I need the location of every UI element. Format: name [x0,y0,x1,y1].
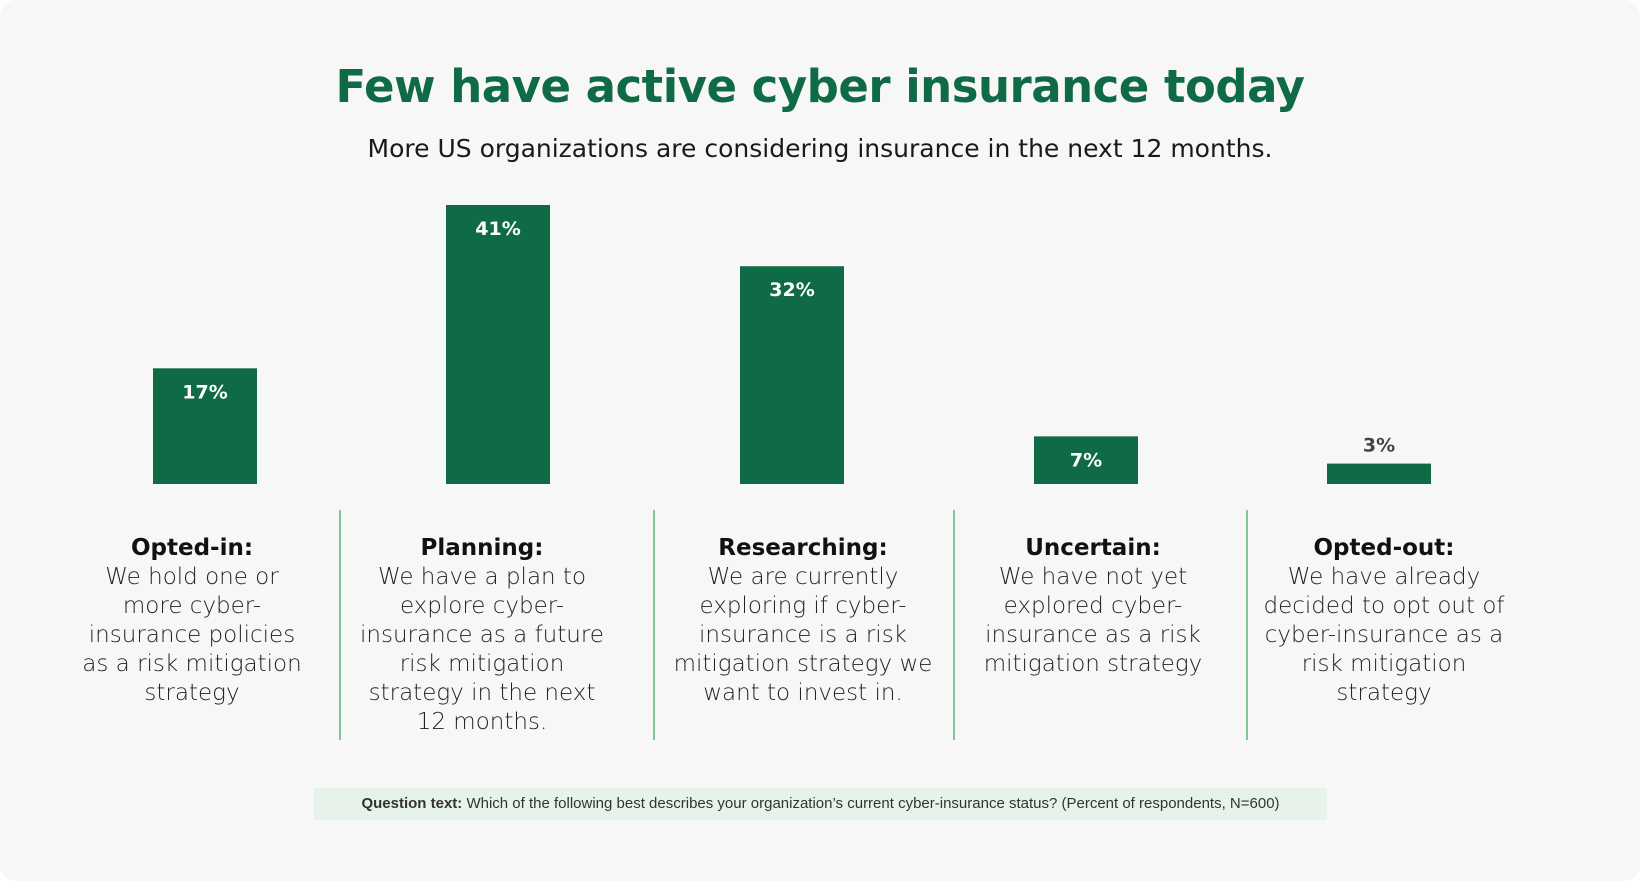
description-line: 12 months. [416,709,548,735]
description-line: insurance policies [88,622,296,648]
description-line: mitigation strategy we [673,651,933,677]
description-line: strategy [1336,680,1432,706]
bar-value-label: 17% [182,381,227,403]
column-researching: Researching: We are currently exploring … [668,533,938,708]
bar-value-label: 7% [1070,449,1102,471]
column-heading: Planning: [420,535,544,561]
description-line: as a risk mitigation [82,651,302,677]
description-line: want to invest in. [703,680,903,706]
chart-subtitle: More US organizations are considering in… [367,134,1273,163]
description-line: decided to opt out of [1263,593,1505,619]
column-planning: Planning: We have a plan to explore cybe… [357,533,607,737]
chart-title: Few have active cyber insurance today [335,60,1305,113]
description-line: exploring if cyber- [699,593,907,619]
description-line: insurance as a future [360,622,604,648]
column-heading: Uncertain: [1025,535,1161,561]
description-line: insurance as a risk [985,622,1201,648]
bar-researching [740,266,844,484]
bar-opted-in [153,368,257,484]
column-description: We are currently exploring if cyber- ins… [668,563,938,708]
column-heading: Opted-out: [1313,535,1455,561]
bar-planning [446,205,550,484]
column-description: We have a plan to explore cyber- insuran… [357,563,607,737]
column-heading: Researching: [718,535,888,561]
bar-value-label: 41% [475,218,520,240]
column-divider [953,510,955,740]
description-line: risk mitigation [399,651,565,677]
column-opted-in: Opted-in: We hold one or more cyber- ins… [72,533,312,708]
footnote-text: Which of the following best describes yo… [462,795,1280,812]
description-line: explore cyber- [399,593,565,619]
column-description: We have already decided to opt out of cy… [1259,563,1509,708]
question-footnote: Question text: Which of the following be… [314,788,1327,820]
bar-value-label: 32% [769,279,814,301]
description-line: explored cyber- [1003,593,1183,619]
description-line: We have a plan to [377,564,587,590]
description-line: more cyber- [122,593,262,619]
bar-value-label: 3% [1363,435,1395,457]
description-line: cyber-insurance as a [1264,622,1504,648]
column-divider [653,510,655,740]
bar-opted-out [1327,463,1431,484]
footnote-label: Question text: [361,795,463,812]
column-heading: Opted-in: [130,535,254,561]
description-line: risk mitigation [1301,651,1467,677]
column-divider [1246,510,1248,740]
column-description: We hold one or more cyber- insurance pol… [72,563,312,708]
description-line: We have not yet [998,564,1188,590]
column-divider [339,510,341,740]
description-line: We hold one or [105,564,279,590]
column-uncertain: Uncertain: We have not yet explored cybe… [968,533,1218,679]
column-opted-out: Opted-out: We have already decided to op… [1259,533,1509,708]
description-line: strategy in the next [368,680,596,706]
description-line: We have already [1287,564,1481,590]
description-line: strategy [144,680,240,706]
description-line: mitigation strategy [983,651,1203,677]
bar-chart: 17% 41% 32% 7% 3% [153,205,1431,484]
description-line: insurance is a risk [699,622,907,648]
description-line: We are currently [707,564,899,590]
column-description: We have not yet explored cyber- insuranc… [968,563,1218,679]
bar-uncertain [1034,436,1138,484]
